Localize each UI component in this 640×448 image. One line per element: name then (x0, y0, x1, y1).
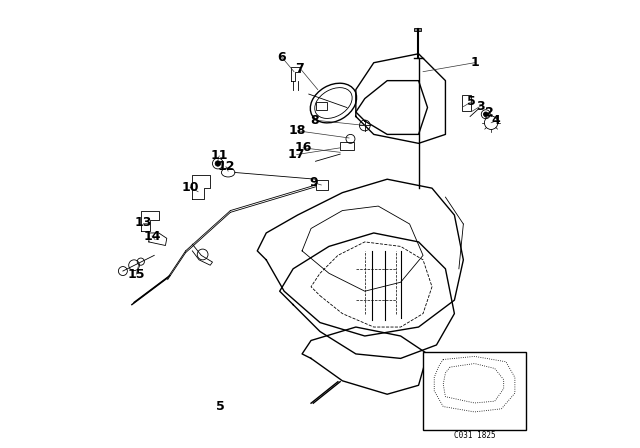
Text: C031 1825: C031 1825 (454, 431, 495, 440)
Text: 13: 13 (134, 216, 152, 229)
Text: 16: 16 (294, 141, 312, 155)
Text: 1: 1 (470, 56, 479, 69)
Text: 12: 12 (217, 160, 235, 173)
Text: 10: 10 (181, 181, 199, 194)
Circle shape (460, 376, 472, 388)
Text: 18: 18 (289, 124, 307, 138)
FancyBboxPatch shape (414, 28, 421, 31)
Bar (423, 352, 526, 430)
Circle shape (484, 112, 488, 116)
Circle shape (215, 161, 221, 166)
Text: 11: 11 (211, 149, 228, 163)
Text: 15: 15 (127, 267, 145, 281)
Text: 5: 5 (467, 95, 476, 108)
Text: 2: 2 (485, 106, 493, 120)
Text: 7: 7 (296, 61, 304, 75)
Text: 17: 17 (288, 148, 305, 161)
Text: 5: 5 (216, 400, 225, 413)
Text: 3: 3 (476, 99, 484, 113)
Text: 9: 9 (310, 176, 319, 190)
Text: 8: 8 (310, 113, 319, 127)
Text: 14: 14 (143, 229, 161, 243)
Text: 4: 4 (492, 114, 500, 128)
Text: 6: 6 (278, 51, 286, 64)
